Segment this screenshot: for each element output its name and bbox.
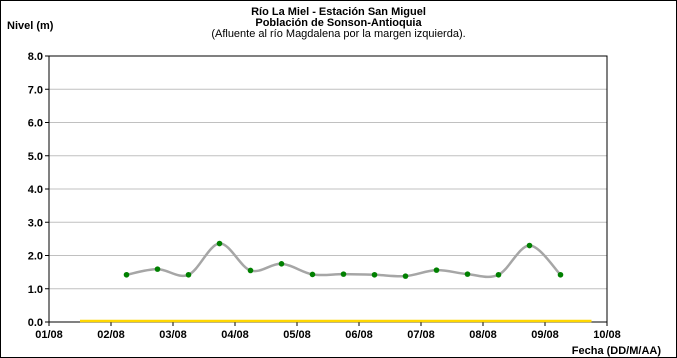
chart-title: Río La Miel - Estación San Miguel	[251, 6, 426, 18]
data-point	[309, 271, 316, 278]
data-point-markers	[123, 240, 564, 279]
x-axis-label: Fecha (DD/M/AA)	[571, 345, 661, 357]
data-point	[216, 240, 223, 247]
data-point	[402, 273, 409, 279]
data-point	[557, 271, 564, 278]
y-tick-label: 2.0	[28, 251, 43, 263]
grid-lines	[49, 55, 607, 323]
data-point	[185, 271, 192, 278]
data-point	[464, 271, 471, 277]
data-point	[154, 266, 161, 272]
data-point	[433, 267, 440, 273]
x-tick-label: 04/08	[221, 329, 249, 341]
y-tick-label: 7.0	[28, 84, 43, 96]
x-tick-label: 06/08	[345, 329, 373, 341]
x-tick-label: 01/08	[35, 329, 63, 341]
x-tick-label: 02/08	[97, 329, 125, 341]
y-tick-label: 1.0	[28, 284, 43, 296]
y-axis-ticks: 0.0 1.0 2.0 3.0 4.0 5.0 6.0 7.0 8.0	[28, 51, 49, 329]
data-point	[371, 271, 378, 278]
x-tick-label: 09/08	[531, 329, 559, 341]
data-point	[495, 271, 502, 278]
y-axis-label: Nivel (m)	[7, 20, 54, 32]
data-point	[247, 267, 254, 274]
data-point	[340, 271, 347, 277]
data-point	[526, 242, 533, 249]
x-axis-ticks: 01/08 02/08 03/08 04/08 05/08 06/08 07/08 08/08…	[35, 322, 621, 341]
y-tick-label: 5.0	[28, 151, 43, 163]
x-tick-label: 05/08	[283, 329, 311, 341]
x-tick-label: 10/08	[593, 329, 621, 341]
y-tick-label: 4.0	[28, 184, 43, 196]
data-point	[278, 261, 285, 267]
y-tick-label: 6.0	[28, 118, 43, 130]
x-tick-label: 08/08	[469, 329, 497, 341]
data-point	[123, 271, 130, 278]
y-tick-label: 3.0	[28, 217, 43, 229]
chart-subtitle: Población de Sonson-Antioquia	[255, 17, 422, 29]
x-tick-label: 07/08	[407, 329, 435, 341]
y-tick-label: 8.0	[28, 51, 43, 63]
chart-note: (Afluente al río Magdalena por la margen…	[211, 28, 466, 40]
y-tick-label: 0.0	[28, 317, 43, 329]
x-tick-label: 03/08	[159, 329, 187, 341]
